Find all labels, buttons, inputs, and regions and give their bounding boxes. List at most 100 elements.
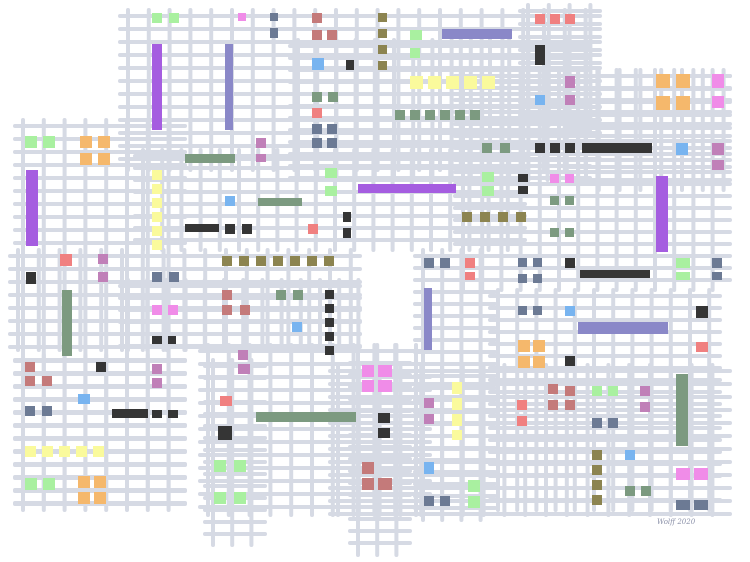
blue-cell [535, 95, 545, 105]
black-cell [343, 212, 351, 222]
slate-cell [327, 124, 337, 134]
olive-cell [273, 256, 283, 266]
pink-cell [238, 13, 246, 21]
black-cell [96, 362, 106, 372]
salmon-cell [565, 14, 575, 24]
salmon-cell [465, 258, 475, 268]
salmon-cell [517, 416, 527, 426]
sage-cell [258, 198, 302, 206]
pink-cell [362, 380, 374, 392]
slate-cell [518, 306, 527, 315]
black-cell [218, 426, 232, 440]
slate-cell [518, 274, 527, 283]
pink-cell [550, 174, 559, 183]
slate-cell [592, 418, 602, 428]
slate-cell [533, 306, 542, 315]
orange-cell [94, 492, 106, 504]
orange-cell [78, 476, 90, 488]
rose-cell [222, 290, 232, 300]
salmon-cell [220, 396, 232, 406]
black-cell [518, 186, 528, 194]
green-cell [325, 186, 337, 196]
olive-cell [222, 256, 232, 266]
lavender-cell [578, 322, 668, 334]
slate-cell [152, 272, 162, 282]
black-cell [378, 413, 390, 423]
mauve-cell [565, 95, 575, 105]
sage-cell [470, 110, 480, 120]
yellow-cell [482, 76, 495, 89]
pink-cell [676, 468, 690, 480]
yellow-cell [59, 446, 70, 457]
blue-cell [565, 306, 575, 316]
mauve-cell [565, 76, 575, 88]
orange-cell [656, 74, 670, 88]
slate-cell [712, 258, 722, 268]
green-cell [592, 386, 602, 396]
sage-cell [410, 110, 420, 120]
blue-cell [312, 58, 324, 70]
salmon-cell [535, 14, 545, 24]
yellow-cell [25, 446, 36, 457]
black-cell [225, 224, 235, 234]
orange-cell [518, 356, 530, 368]
green-cell [410, 30, 422, 40]
orange-cell [98, 153, 110, 165]
yellow-cell [76, 446, 87, 457]
purple-cell [152, 44, 162, 130]
salmon-cell [550, 14, 560, 24]
green-cell [482, 186, 494, 196]
olive-cell [324, 256, 334, 266]
sage-cell [482, 143, 492, 153]
slate-cell [440, 258, 450, 268]
salmon-cell [517, 400, 527, 410]
orange-cell [533, 356, 545, 368]
signature: Wolff 2020 [657, 518, 696, 526]
green-cell [468, 496, 480, 508]
black-cell [242, 224, 252, 234]
green-cell [214, 492, 226, 504]
sage-cell [455, 110, 465, 120]
black-cell [152, 410, 162, 418]
lavender-cell [442, 29, 512, 39]
green-cell [468, 480, 480, 492]
slate-cell [25, 406, 35, 416]
black-cell [185, 224, 219, 232]
black-cell [565, 258, 575, 268]
black-cell [325, 318, 334, 327]
black-cell [550, 143, 560, 153]
orange-cell [676, 74, 690, 88]
green-cell [234, 460, 246, 472]
pink-cell [378, 380, 392, 392]
sage-cell [625, 486, 635, 496]
green-cell [25, 136, 37, 148]
salmon-cell [308, 224, 318, 234]
orange-cell [656, 96, 670, 110]
black-cell [535, 45, 545, 65]
sage-cell [185, 154, 235, 163]
olive-cell [592, 495, 602, 505]
black-cell [343, 228, 351, 238]
green-cell [152, 13, 162, 23]
yellow-cell [452, 430, 462, 440]
green-cell [25, 478, 37, 490]
mauve-cell [98, 272, 108, 282]
slate-cell [169, 272, 179, 282]
sage-cell [676, 374, 688, 446]
olive-cell [480, 212, 490, 222]
yellow-cell [93, 446, 104, 457]
pink-cell [712, 74, 724, 88]
rose-cell [25, 362, 35, 372]
pink-cell [565, 174, 574, 183]
orange-cell [518, 340, 530, 352]
olive-cell [239, 256, 249, 266]
sage-cell [565, 228, 574, 237]
sage-cell [276, 290, 286, 300]
mauve-cell [238, 364, 250, 374]
mauve-cell [424, 398, 434, 408]
sage-cell [550, 196, 559, 205]
rose-cell [240, 305, 250, 315]
yellow-cell [446, 76, 459, 89]
olive-cell [378, 13, 387, 22]
